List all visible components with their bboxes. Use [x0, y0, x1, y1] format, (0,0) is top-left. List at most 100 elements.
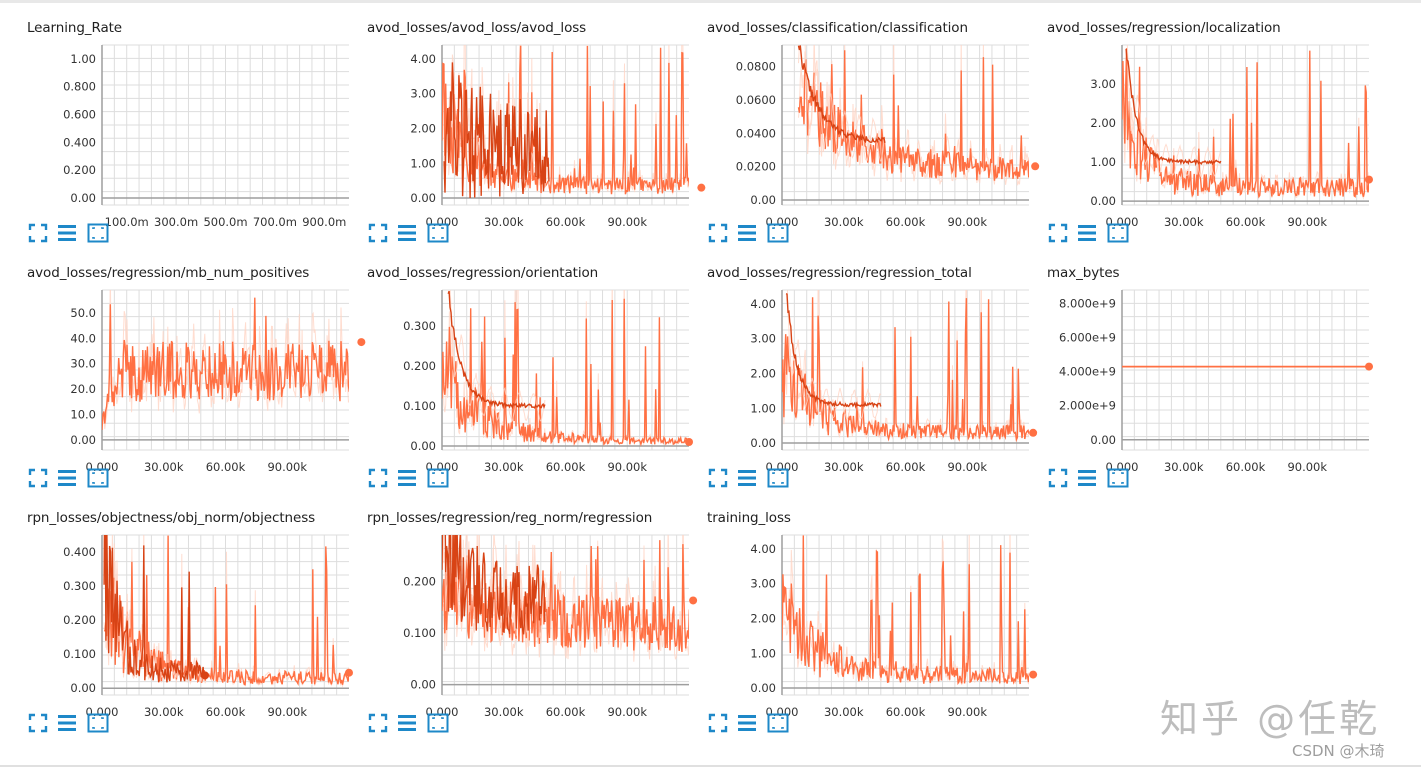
fullscreen-button[interactable]: [27, 712, 49, 734]
chart-plot[interactable]: 4.003.002.001.000.000.000 30.00k 60.00k 90.…: [707, 534, 1047, 735]
fullscreen-button[interactable]: [367, 222, 389, 244]
x-tick-label: 90.00k: [267, 705, 307, 719]
fit-domain-icon: [87, 222, 109, 244]
fit-domain-button[interactable]: [767, 222, 789, 244]
chart-card-orientation: avod_losses/regression/orientation 0.300 0…: [367, 265, 707, 505]
x-tick-label: 30.00k: [1164, 460, 1204, 474]
y-tick-label: 0.00: [70, 681, 96, 695]
series-end-point[interactable]: [1029, 428, 1038, 437]
series-group: [103, 535, 349, 688]
chart-card-rpn-regression: rpn_losses/regression/reg_norm/regressio…: [367, 510, 707, 750]
toggle-log-scale-button[interactable]: [396, 712, 418, 734]
chart-plot[interactable]: 1.00 0.800 0.600 0.400 0.200 0.00 100.0m 300.0m…: [27, 44, 367, 245]
chart-plot[interactable]: 4.003.002.001.000.000.000 30.00k 60.00k 90.…: [367, 44, 707, 245]
toggle-log-scale-button[interactable]: [396, 222, 418, 244]
fit-domain-button[interactable]: [87, 712, 109, 734]
fullscreen-button[interactable]: [1047, 467, 1069, 489]
fit-domain-button[interactable]: [1107, 467, 1129, 489]
toggle-log-scale-button[interactable]: [56, 467, 78, 489]
chart-title: avod_losses/classification/classificatio…: [707, 20, 968, 36]
fit-domain-button[interactable]: [767, 712, 789, 734]
toggle-log-scale-button[interactable]: [736, 222, 758, 244]
fit-domain-button[interactable]: [427, 467, 449, 489]
fullscreen-button[interactable]: [707, 467, 729, 489]
fit-domain-icon: [1107, 467, 1129, 489]
chart-plot[interactable]: 3.002.001.000.000.000 30.00k 60.00k 90.00k: [1047, 44, 1387, 245]
x-tick-label: 90.00k: [947, 215, 987, 229]
chart-card-regression-total: avod_losses/regression/regression_total 4…: [707, 265, 1047, 505]
chart-toolbar: [1047, 222, 1167, 244]
y-tick-label: 0.00: [410, 191, 436, 205]
y-tick-label: 4.00: [750, 542, 776, 556]
toggle-log-scale-button[interactable]: [56, 222, 78, 244]
fit-domain-button[interactable]: [427, 712, 449, 734]
series-end-point[interactable]: [1029, 670, 1038, 679]
series-line-run-1: [447, 290, 546, 410]
toggle-log-scale-button[interactable]: [736, 712, 758, 734]
chart-toolbar: [27, 712, 147, 734]
series-group: [442, 290, 689, 447]
list-icon: [736, 712, 758, 734]
toggle-log-scale-button[interactable]: [1076, 222, 1098, 244]
fullscreen-button[interactable]: [27, 222, 49, 244]
fit-domain-button[interactable]: [87, 222, 109, 244]
fullscreen-button[interactable]: [27, 467, 49, 489]
series-end-point[interactable]: [1031, 162, 1040, 171]
chart-title: rpn_losses/regression/reg_norm/regressio…: [367, 510, 653, 526]
chart-toolbar: [27, 222, 147, 244]
fit-domain-icon: [87, 712, 109, 734]
y-tick-label: 0.400: [63, 545, 96, 559]
x-tick-label: 90.00k: [607, 215, 647, 229]
fit-domain-button[interactable]: [1107, 222, 1129, 244]
series-end-point[interactable]: [357, 338, 366, 347]
chart-title: avod_losses/regression/orientation: [367, 265, 599, 281]
y-tick-label: 0.100: [63, 647, 96, 661]
series-end-point[interactable]: [1365, 362, 1373, 371]
toggle-log-scale-button[interactable]: [56, 712, 78, 734]
y-tick-label: 2.00: [1090, 116, 1116, 130]
series-group: [442, 45, 689, 199]
y-tick-label: 1.00: [70, 52, 96, 66]
x-tick-label: 30.00k: [824, 460, 864, 474]
series-end-point[interactable]: [685, 438, 693, 446]
series-end-point[interactable]: [345, 668, 353, 677]
chart-toolbar: [367, 467, 487, 489]
chart-toolbar: [27, 467, 147, 489]
fullscreen-button[interactable]: [707, 222, 729, 244]
y-tick-label: 0.200: [403, 359, 436, 373]
fullscreen-icon: [367, 467, 389, 489]
fit-domain-button[interactable]: [767, 467, 789, 489]
series-end-point[interactable]: [1365, 175, 1373, 184]
chart-plot[interactable]: 4.003.002.001.000.000.000 30.00k 60.00k 90.…: [707, 289, 1047, 490]
toggle-log-scale-button[interactable]: [736, 467, 758, 489]
series-end-point[interactable]: [200, 671, 209, 680]
list-icon: [736, 222, 758, 244]
toggle-log-scale-button[interactable]: [1076, 467, 1098, 489]
series-end-point[interactable]: [689, 596, 698, 605]
fullscreen-button[interactable]: [367, 467, 389, 489]
series-line-run-1: [442, 535, 546, 635]
fit-domain-icon: [767, 222, 789, 244]
fit-domain-button[interactable]: [427, 222, 449, 244]
chart-plot[interactable]: 50.040.030.020.010.00.000.000 30.00k 60.00…: [27, 289, 367, 490]
fullscreen-button[interactable]: [1047, 222, 1069, 244]
chart-plot[interactable]: 8.000e+96.000e+94.000e+92.000e+90.000.00…: [1047, 289, 1387, 490]
series-end-point[interactable]: [697, 183, 706, 192]
fullscreen-button[interactable]: [367, 712, 389, 734]
y-tick-label: 0.200: [63, 163, 96, 177]
fit-domain-button[interactable]: [87, 467, 109, 489]
y-tick-label: 0.00: [410, 678, 436, 692]
fullscreen-button[interactable]: [707, 712, 729, 734]
y-tick-label: 3.00: [1090, 77, 1116, 91]
series-raw-line-run-1: [449, 290, 546, 422]
y-tick-label: 0.00: [70, 191, 96, 205]
chart-title: training_loss: [707, 510, 791, 526]
chart-title: Learning_Rate: [27, 20, 123, 36]
toggle-log-scale-button[interactable]: [396, 467, 418, 489]
list-icon: [56, 222, 78, 244]
chart-card-objectness: rpn_losses/objectness/obj_norm/objectnes…: [27, 510, 367, 750]
